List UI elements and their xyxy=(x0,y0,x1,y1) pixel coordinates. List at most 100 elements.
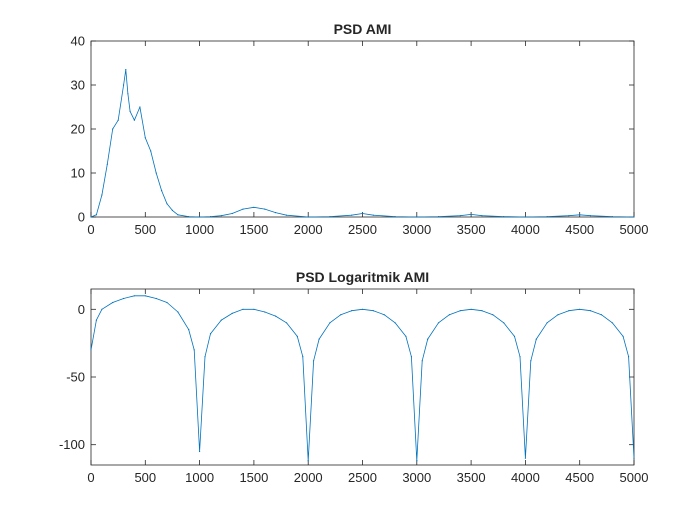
psd-ami-data-point xyxy=(155,172,157,174)
psd-ami-data-point xyxy=(231,212,233,215)
psd-ami-data-point xyxy=(633,216,635,218)
psd-log-ami-data-point xyxy=(155,297,157,300)
psd-ami-data-point xyxy=(437,216,440,218)
psd-ami-data-point xyxy=(123,84,125,86)
psd-log-ami-data-point xyxy=(546,322,548,324)
psd-log-ami-data-point xyxy=(628,356,630,358)
psd-ami-data-point xyxy=(611,216,613,218)
psd-ami-trace xyxy=(90,69,635,218)
psd-log-ami-marks xyxy=(90,295,635,462)
psd-ami-ytick-label: 40 xyxy=(71,34,85,49)
psd-ami-data-point xyxy=(129,110,131,112)
psd-log-ami-ytick-label: 0 xyxy=(78,302,85,317)
psd-ami-data-point xyxy=(112,128,114,130)
psd-log-ami-data-point xyxy=(361,308,364,310)
psd-log-ami-data-point xyxy=(421,360,423,362)
psd-log-ami-data-point xyxy=(600,314,603,316)
psd-ami-data-point xyxy=(546,216,548,218)
psd-ami-axes: PSD AMI 0 500 1000 1500 2000 2500 3000 3500 4000… xyxy=(71,21,649,237)
psd-log-ami-data-point xyxy=(383,314,385,316)
psd-ami-data-point xyxy=(275,212,277,214)
psd-log-ami-data-point xyxy=(275,315,277,317)
psd-log-ami-data-point xyxy=(242,308,244,310)
psd-log-ami-xtick-label: 500 xyxy=(134,470,156,485)
psd-log-ami-data-point xyxy=(177,311,179,313)
psd-ami-data-point xyxy=(188,216,190,218)
psd-log-ami-ytick-label: -50 xyxy=(66,370,85,385)
psd-log-ami-data-point xyxy=(220,319,222,321)
psd-log-ami-data-point xyxy=(95,319,97,321)
psd-log-ami-data-point xyxy=(437,322,440,324)
psd-ami-data-point xyxy=(590,215,592,217)
psd-ami-data-point xyxy=(199,216,201,218)
psd-ami-xtick-label: 4500 xyxy=(565,222,594,237)
psd-ami-data-point xyxy=(253,206,255,208)
psd-log-ami-xtick-label: 1500 xyxy=(239,470,268,485)
psd-log-ami-data-point xyxy=(459,310,461,312)
psd-ami-xtick-label: 5000 xyxy=(620,222,649,237)
psd-log-ami-data-point xyxy=(568,310,570,312)
psd-log-ami-data-point xyxy=(579,308,581,310)
psd-ami-xtick-label: 3500 xyxy=(457,222,486,237)
psd-log-ami-data-point xyxy=(204,356,206,358)
psd-ami-xtick-label: 2000 xyxy=(294,222,323,237)
psd-ami-data-point xyxy=(220,215,222,217)
psd-log-ami-data-point xyxy=(307,460,309,462)
psd-log-ami-data-point xyxy=(112,301,114,304)
psd-log-ami-xtick-label: 4000 xyxy=(511,470,540,485)
psd-ami-data-point xyxy=(481,215,483,217)
psd-log-ami-data-point xyxy=(340,314,342,316)
psd-log-ami-data-point xyxy=(209,333,212,335)
psd-log-ami-data-point xyxy=(503,322,505,324)
psd-ami-data-point xyxy=(568,215,570,217)
psd-log-ami-xtick-label: 2500 xyxy=(348,470,377,485)
psd-ami-data-point xyxy=(329,216,331,218)
psd-log-ami-data-point xyxy=(492,314,494,316)
psd-log-ami-data-point xyxy=(633,457,635,459)
psd-ami-ytick-label: 30 xyxy=(71,78,85,93)
psd-ami-xtick-label: 1000 xyxy=(185,222,214,237)
psd-log-ami-data-point xyxy=(405,335,407,337)
psd-log-ami-data-point xyxy=(231,312,233,314)
psd-ami-data-point xyxy=(133,119,135,121)
psd-log-ami-data-point xyxy=(351,310,353,312)
psd-ami-xtick-label: 4000 xyxy=(511,222,540,237)
psd-ami-data-point xyxy=(307,216,309,218)
psd-log-ami-data-point xyxy=(253,308,255,310)
psd-log-ami-data-point xyxy=(590,310,592,312)
psd-log-ami-axes: PSD Logaritmik AMI 0 500 1000 1500 2000 2500 3… xyxy=(59,269,648,485)
psd-log-ami-data-point xyxy=(410,356,412,358)
psd-log-ami-data-point xyxy=(329,322,331,324)
psd-log-ami-ytick-label: -100 xyxy=(59,437,85,452)
psd-log-ami-xtick-label: 5000 xyxy=(620,470,649,485)
psd-ami-plot-area xyxy=(90,40,635,218)
psd-ami-ticks: 0 500 1000 1500 2000 2500 3000 3500 4000 4500 5000… xyxy=(71,34,649,238)
psd-ami-data-point xyxy=(144,137,146,139)
psd-log-ami-ticks: 0 500 1000 1500 2000 2500 3000 3500 4000 4500 5000… xyxy=(59,289,648,485)
psd-ami-ytick-label: 0 xyxy=(78,210,85,225)
psd-ami-data-point xyxy=(470,213,472,215)
psd-log-ami-data-point xyxy=(470,308,472,310)
psd-log-ami-data-point xyxy=(123,297,125,300)
psd-ami-xtick-label: 1500 xyxy=(239,222,268,237)
psd-ami-data-point xyxy=(394,216,396,218)
psd-ami-ytick-label: 10 xyxy=(71,166,85,181)
psd-log-ami-data-point xyxy=(394,322,396,324)
psd-ami-data-point xyxy=(524,216,527,218)
psd-log-ami-data-point xyxy=(557,314,559,316)
psd-ami-data-point xyxy=(125,69,127,71)
psd-log-ami-xtick-label: 3500 xyxy=(457,470,486,485)
psd-log-ami-data-point xyxy=(519,356,521,358)
psd-log-ami-data-point xyxy=(302,356,304,358)
psd-log-ami-data-point xyxy=(481,310,483,312)
psd-ami-data-point xyxy=(503,216,505,218)
psd-ami-data-point xyxy=(139,106,141,108)
psd-ami-xtick-label: 3000 xyxy=(402,222,431,237)
psd-log-ami-data-point xyxy=(199,450,201,453)
psd-log-ami-plot-area xyxy=(90,288,635,466)
psd-log-ami-data-point xyxy=(448,314,450,316)
psd-log-ami-data-point xyxy=(416,460,418,462)
psd-ami-data-point xyxy=(161,190,163,192)
psd-log-ami-data-point xyxy=(535,338,537,340)
